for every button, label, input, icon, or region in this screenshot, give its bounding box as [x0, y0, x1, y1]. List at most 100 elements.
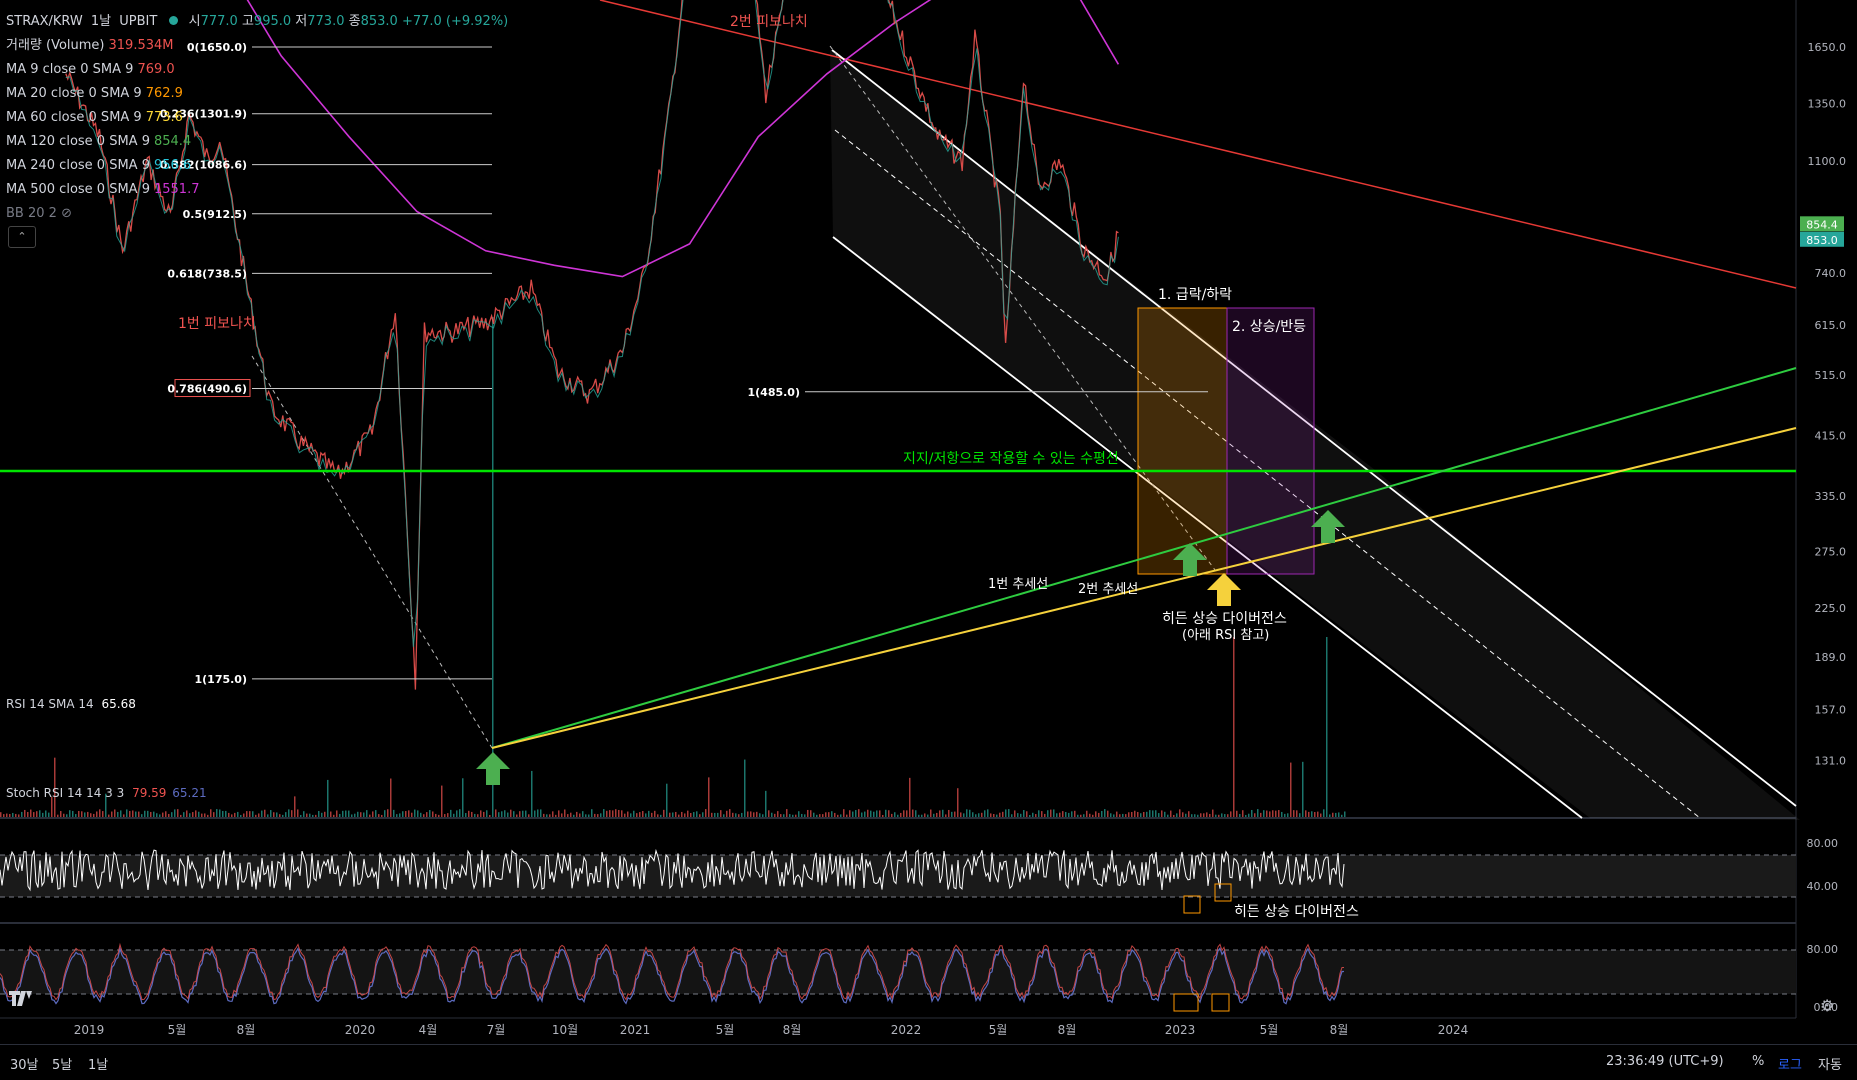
volume-bar — [675, 811, 677, 817]
volume-bar — [807, 809, 809, 817]
rsi-value: 65.68 — [101, 697, 136, 711]
indicator-row[interactable]: MA 9 close 0 SMA 9 769.0 — [6, 58, 508, 82]
stoch-level-0: 0.00 — [1814, 1001, 1839, 1014]
auto-scale-button[interactable]: 자동 — [1818, 1058, 1842, 1073]
range-1d-button[interactable]: 1날 — [88, 1058, 109, 1073]
volume-bar — [1011, 814, 1013, 817]
volume-bar — [207, 814, 209, 817]
price-series-up — [65, 0, 1119, 647]
stoch-lines — [0, 942, 1344, 1005]
volume-bar — [1335, 812, 1337, 817]
volume-bar — [459, 809, 461, 817]
volume-bar — [792, 814, 794, 817]
support-resistance-label: 지지/저항으로 작용할 수 있는 수평선 — [903, 451, 1119, 467]
volume-bar — [1023, 810, 1025, 817]
volume-bar — [1341, 814, 1343, 817]
indicator-label: 거래량 (Volume) — [6, 38, 105, 53]
volume-bar — [138, 811, 140, 817]
volume-bar — [741, 812, 743, 817]
indicator-row[interactable]: MA 120 close 0 SMA 9 854.4 — [6, 130, 508, 154]
indicator-value: 956.6 — [153, 158, 192, 173]
volume-bar — [1104, 809, 1106, 817]
price-axis[interactable]: 12000.010000.08400.06800.05550.04550.037… — [1801, 0, 1847, 767]
volume-bar — [825, 812, 827, 817]
eye-off-icon[interactable]: ⊘ — [61, 206, 72, 221]
volume-bar — [1287, 813, 1289, 817]
volume-bar — [285, 812, 287, 817]
indicator-row[interactable]: MA 500 close 0 SMA 9 1551.7 — [6, 178, 508, 202]
volume-bar — [144, 810, 146, 817]
volume-bar — [711, 812, 713, 817]
volume-bar — [372, 811, 374, 817]
volume-bar — [1092, 814, 1094, 817]
volume-bar — [546, 814, 548, 817]
indicator-value: 319.534M — [108, 38, 174, 53]
volume-bar — [1101, 810, 1103, 817]
symbol-interval[interactable]: 1날 — [90, 14, 112, 29]
volume-bar — [657, 814, 659, 817]
indicator-value: 762.9 — [145, 86, 183, 101]
indicator-row[interactable]: MA 240 close 0 SMA 9 956.6 — [6, 154, 508, 178]
volume-bar — [513, 811, 515, 817]
volume-bar — [798, 811, 800, 817]
tradingview-logo-icon[interactable] — [8, 988, 36, 1008]
volume-bar — [678, 814, 680, 817]
volume-bar — [57, 814, 59, 817]
bb-indicator[interactable]: BB 20 2 ⊘ — [6, 202, 508, 226]
volume-bar — [996, 814, 998, 817]
volume-bar — [1293, 810, 1295, 817]
volume-bar — [261, 810, 263, 817]
volume-bar — [897, 814, 899, 817]
volume-bar — [1338, 812, 1340, 817]
volume-bar — [948, 809, 950, 817]
indicator-label: MA 120 close 0 SMA 9 — [6, 134, 150, 149]
arrow-up-icon — [1311, 510, 1345, 543]
volume-bar — [594, 813, 596, 817]
volume-bar — [156, 813, 158, 817]
volume-bar — [129, 810, 131, 817]
indicator-row[interactable]: MA 20 close 0 SMA 9 762.9 — [6, 82, 508, 106]
volume-bar — [435, 813, 437, 817]
time-axis[interactable]: 2019 5월 8월 2020 4월 7월 10월 2021 5월 8월 2022 5월 8월 2023 5… — [74, 1023, 1469, 1037]
indicator-row[interactable]: MA 60 close 0 SMA 9 773.6 — [6, 106, 508, 130]
volume-bar — [642, 810, 644, 817]
clock-timezone-button[interactable]: 23:36:49 (UTC+9) — [1606, 1054, 1724, 1069]
volume-bar — [732, 812, 734, 817]
volume-bar — [1308, 811, 1310, 817]
log-scale-button[interactable]: 로그 — [1778, 1058, 1802, 1073]
volume-bar — [813, 812, 815, 817]
y-tick-label: 1350.0 — [1808, 97, 1847, 110]
settings-gear-icon[interactable]: ⚙ — [1820, 996, 1835, 1015]
range-5d-button[interactable]: 5날 — [52, 1058, 73, 1073]
percent-scale-button[interactable]: % — [1752, 1054, 1765, 1069]
volume-bar — [399, 813, 401, 817]
volume-bar — [1272, 810, 1274, 817]
volume-bar — [75, 814, 77, 817]
bb-label: BB 20 2 — [6, 206, 57, 221]
divergence-label: 히든 상승 다이버전스 — [1162, 611, 1287, 627]
volume-bar — [693, 812, 695, 817]
volume-bar — [1224, 814, 1226, 817]
volume-bar — [1125, 814, 1127, 817]
volume-bar — [1071, 811, 1073, 817]
volume-bar — [912, 809, 914, 817]
low-value: 773.0 — [307, 14, 345, 29]
volume-bar — [342, 810, 344, 817]
volume-bar — [885, 809, 887, 817]
range-30d-button[interactable]: 30날 — [10, 1058, 39, 1073]
volume-bar — [504, 810, 506, 817]
symbol-name[interactable]: STRAX/KRW — [6, 14, 83, 29]
volume-bar — [210, 809, 212, 817]
indicator-row[interactable]: 거래량 (Volume) 319.534M — [6, 34, 508, 58]
volume-bar — [1209, 813, 1211, 817]
volume-bar — [153, 811, 155, 817]
volume-bar — [1179, 809, 1181, 817]
collapse-legend-button[interactable]: ⌃ — [8, 226, 36, 248]
ma500-series — [246, 0, 1120, 278]
volume-bar — [498, 812, 500, 817]
chart-legend: STRAX/KRW 1날 UPBIT 시777.0 고995.0 저773.0 … — [6, 10, 508, 226]
volume-bar — [984, 810, 986, 817]
volume-bar — [1203, 813, 1205, 817]
volume-bar — [1044, 813, 1046, 817]
